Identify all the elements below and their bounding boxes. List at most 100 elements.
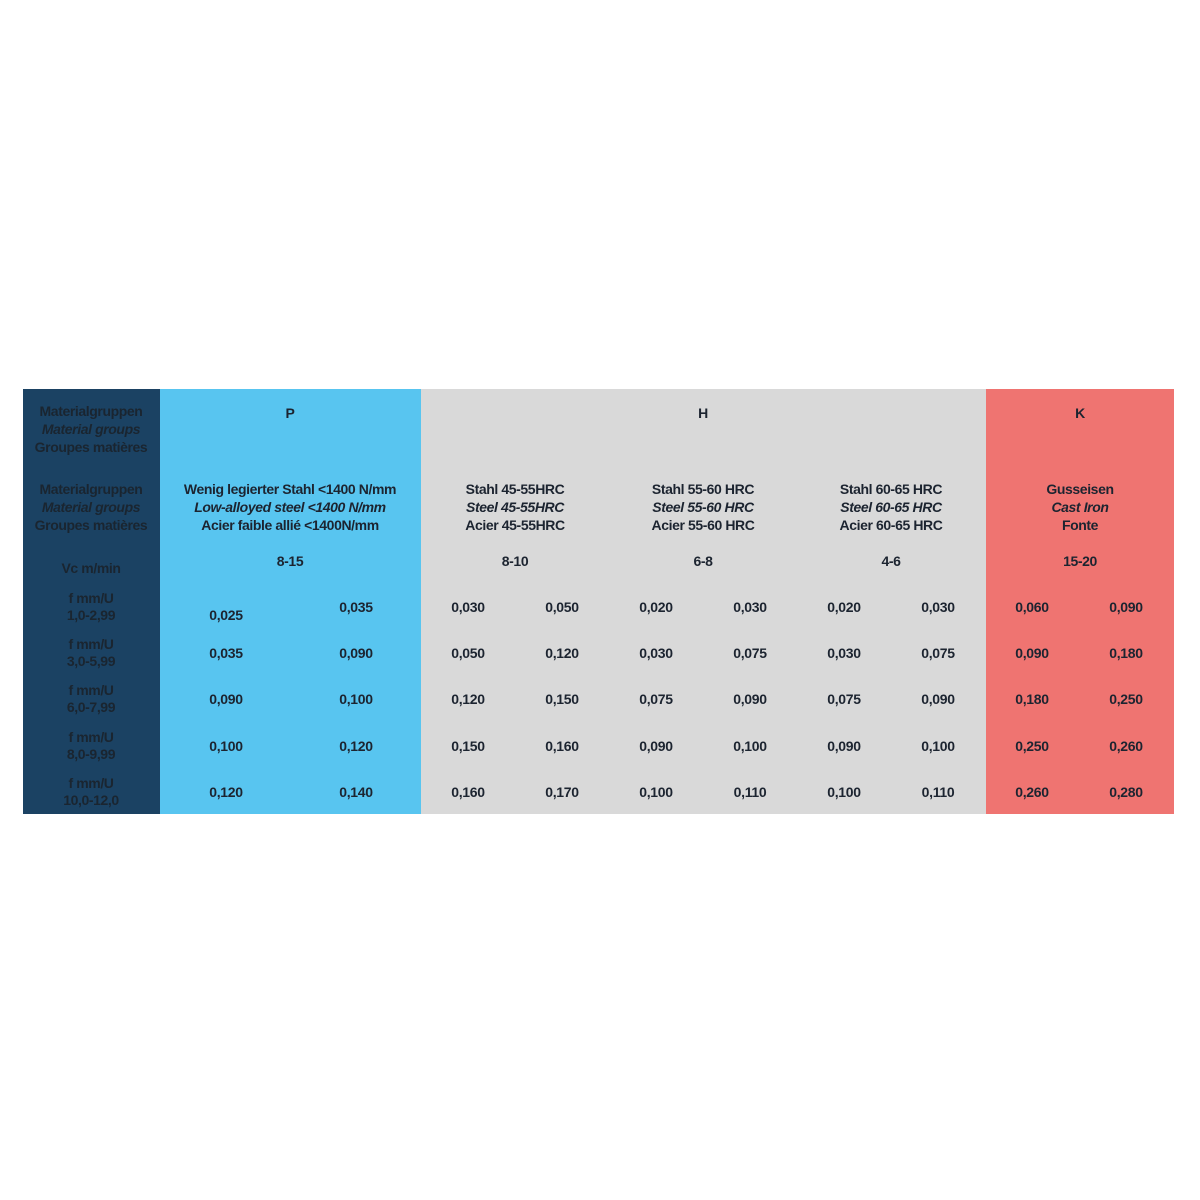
feed-value: 0,120 <box>545 645 579 661</box>
material-name: Wenig legierter Stahl <1400 N/mm Low-allo… <box>183 480 397 534</box>
feed-value: 0,050 <box>545 599 579 615</box>
feed-value: 0,180 <box>1109 645 1143 661</box>
label-en: Material groups <box>41 499 141 515</box>
feed-value: 0,100 <box>639 784 673 800</box>
vc-value: 4-6 <box>881 553 901 569</box>
group-code-p: P <box>285 405 295 421</box>
feed-value: 0,030 <box>639 645 673 661</box>
feed-value: 0,110 <box>733 784 767 800</box>
feed-value: 0,060 <box>1015 599 1049 615</box>
material-name: Stahl 45-55HRC Steel 45-55HRC Acier 45-55H… <box>465 480 565 534</box>
feed-unit: f mm/U <box>68 590 114 606</box>
label-en: Material groups <box>41 421 141 437</box>
material-name-line: Acier faible allié <1400N/mm <box>201 517 379 533</box>
feed-row-label: f mm/U 8,0-9,99 <box>66 729 116 763</box>
feed-value: 0,030 <box>827 645 861 661</box>
feed-value: 0,090 <box>209 691 243 707</box>
vc-value: 8-15 <box>276 553 304 569</box>
material-name: Stahl 55-60 HRC Steel 55-60 HRC Acier 55-6… <box>652 480 755 534</box>
feed-row-label: f mm/U 10,0-12,0 <box>63 775 119 809</box>
material-name-line: Acier 45-55HRC <box>465 517 565 533</box>
feed-value: 0,100 <box>339 691 373 707</box>
feed-value: 0,260 <box>1015 784 1049 800</box>
feed-value: 0,090 <box>1109 599 1143 615</box>
vc-value: 8-10 <box>501 553 529 569</box>
feed-value: 0,260 <box>1109 738 1143 754</box>
group-code-h: H <box>698 405 708 421</box>
feed-value: 0,090 <box>339 645 373 661</box>
feed-value: 0,120 <box>209 784 243 800</box>
feed-value: 0,250 <box>1015 738 1049 754</box>
feed-value: 0,120 <box>451 691 485 707</box>
vc-label: Vc m/min <box>61 560 121 576</box>
material-name-line: Acier 60-65 HRC <box>839 517 943 533</box>
feed-value: 0,250 <box>1109 691 1143 707</box>
feed-value: 0,030 <box>733 599 767 615</box>
feed-value: 0,150 <box>451 738 485 754</box>
material-name-line: Cast Iron <box>1051 499 1109 515</box>
feed-value: 0,140 <box>339 784 373 800</box>
label-fr: Groupes matières <box>34 439 148 455</box>
vc-value: 6-8 <box>693 553 713 569</box>
feed-value: 0,120 <box>339 738 373 754</box>
material-name-line: Stahl 55-60 HRC <box>651 481 755 497</box>
feed-value: 0,090 <box>827 738 861 754</box>
feed-unit: f mm/U <box>68 775 114 791</box>
feed-value: 0,100 <box>209 738 243 754</box>
feed-value: 0,075 <box>639 691 673 707</box>
feed-value: 0,030 <box>451 599 485 615</box>
material-name-line: Steel 45-55HRC <box>466 499 564 515</box>
feed-value: 0,160 <box>545 738 579 754</box>
feed-value: 0,170 <box>545 784 579 800</box>
group-code-k: K <box>1075 405 1085 421</box>
feed-value: 0,075 <box>921 645 955 661</box>
feed-value: 0,020 <box>639 599 673 615</box>
feed-value: 0,150 <box>545 691 579 707</box>
feed-value: 0,075 <box>827 691 861 707</box>
feed-value: 0,280 <box>1109 784 1143 800</box>
material-name-line: Stahl 45-55HRC <box>465 481 565 497</box>
feed-value: 0,025 <box>209 607 243 623</box>
feed-row-label: f mm/U 1,0-2,99 <box>66 590 116 624</box>
feed-row-label: f mm/U 3,0-5,99 <box>66 636 116 670</box>
feed-range: 10,0-12,0 <box>63 792 119 808</box>
material-name-line: Fonte <box>1061 517 1099 533</box>
material-name-line: Low-alloyed steel <1400 N/mm <box>194 499 386 515</box>
feed-value: 0,100 <box>733 738 767 754</box>
label-fr: Groupes matières <box>34 517 148 533</box>
feed-value: 0,160 <box>451 784 485 800</box>
material-name: Stahl 60-65 HRC Steel 60-65 HRC Acier 60-6… <box>840 480 943 534</box>
material-name-line: Stahl 60-65 HRC <box>839 481 943 497</box>
feed-unit: f mm/U <box>68 682 114 698</box>
feed-value: 0,030 <box>921 599 955 615</box>
feed-unit: f mm/U <box>68 636 114 652</box>
label-de: Materialgruppen <box>39 481 143 497</box>
feed-range: 3,0-5,99 <box>66 653 116 669</box>
feed-value: 0,035 <box>339 599 373 615</box>
group-header-label: Materialgruppen Material groups Groupes … <box>35 402 148 456</box>
feed-value: 0,100 <box>921 738 955 754</box>
group-k-band <box>986 389 1174 814</box>
feed-value: 0,090 <box>921 691 955 707</box>
material-name-line: Steel 60-65 HRC <box>840 499 942 515</box>
material-name-line: Steel 55-60 HRC <box>652 499 754 515</box>
feed-value: 0,020 <box>827 599 861 615</box>
feed-range: 8,0-9,99 <box>66 746 116 762</box>
feed-row-label: f mm/U 6,0-7,99 <box>66 682 116 716</box>
material-name-line: Acier 55-60 HRC <box>651 517 755 533</box>
label-de: Materialgruppen <box>39 403 143 419</box>
feed-value: 0,035 <box>209 645 243 661</box>
feed-value: 0,100 <box>827 784 861 800</box>
label-column <box>23 389 160 814</box>
group-h-band <box>421 389 986 814</box>
feed-unit: f mm/U <box>68 729 114 745</box>
feed-range: 1,0-2,99 <box>66 607 116 623</box>
material-name-line: Wenig legierter Stahl <1400 N/mm <box>183 481 397 497</box>
feed-value: 0,180 <box>1015 691 1049 707</box>
group-p-band <box>160 389 421 814</box>
feed-value: 0,090 <box>733 691 767 707</box>
material-name-line: Gusseisen <box>1046 481 1114 497</box>
feed-value: 0,050 <box>451 645 485 661</box>
feed-value: 0,090 <box>1015 645 1049 661</box>
feed-range: 6,0-7,99 <box>66 699 116 715</box>
